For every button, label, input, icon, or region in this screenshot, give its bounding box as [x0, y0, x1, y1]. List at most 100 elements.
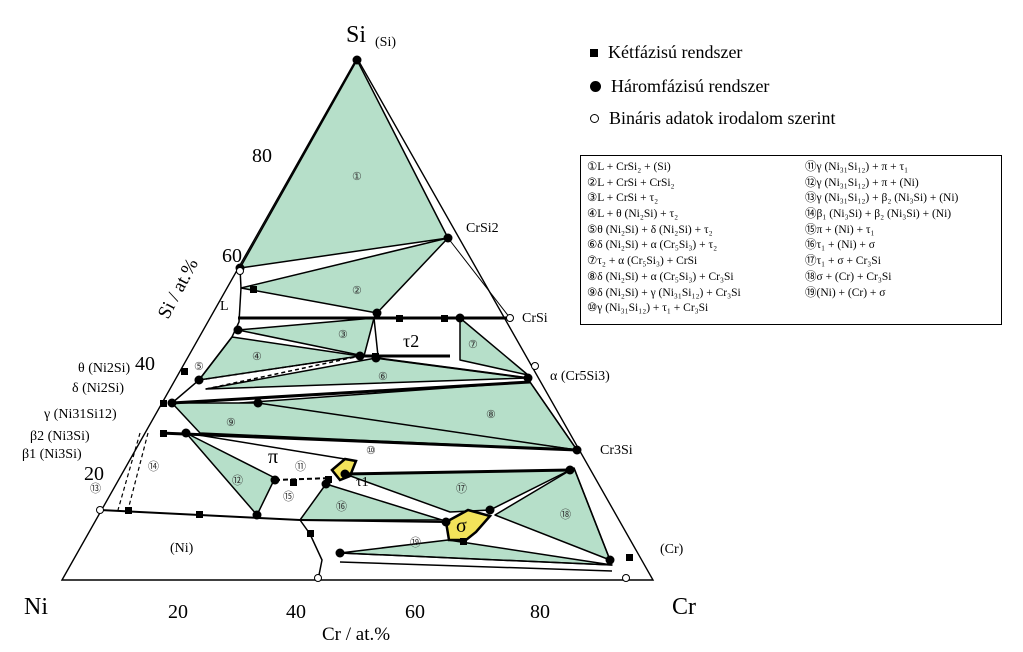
two-phase-points: [125, 286, 633, 561]
bottom-tick-40: 40: [286, 601, 306, 623]
region-number-12: ⑫: [232, 474, 243, 487]
line-delta-tau2b: [205, 355, 361, 390]
point: [396, 315, 403, 322]
point: [196, 511, 203, 518]
point: [250, 286, 257, 293]
label-tau1: τ1: [356, 475, 369, 490]
label-ni-solid: (Ni): [170, 541, 194, 556]
point: [335, 548, 345, 558]
region-number-2: ②: [352, 285, 362, 297]
point: [96, 506, 104, 514]
point: [307, 530, 314, 537]
corner-ni: Ni: [24, 594, 48, 620]
left-tick-60: 60: [222, 245, 242, 267]
point: [160, 430, 167, 437]
region-entry: ④L + θ (Ni₂Si) + τ₂: [587, 208, 679, 221]
line-delta-tau2: [198, 355, 361, 381]
point: [181, 428, 191, 438]
point: [352, 55, 362, 65]
point: [167, 398, 177, 408]
label-pi: π: [268, 446, 278, 468]
region-number-3: ③: [338, 329, 348, 341]
line-delta-a: [171, 380, 531, 405]
label-theta: θ (Ni2Si): [78, 361, 131, 376]
phase-boundaries: [99, 237, 613, 581]
region-3: [237, 317, 375, 357]
region-7: [459, 317, 529, 376]
line-binary-left: [117, 432, 141, 511]
region-number-17: ⑰: [456, 482, 467, 495]
filled-circle-icon: [590, 81, 601, 92]
region-number-14: ⑭: [148, 460, 159, 473]
point: [441, 315, 448, 322]
point: [290, 479, 297, 486]
legend-three-phase: Háromfázisú rendszer: [590, 76, 769, 97]
point: [253, 398, 263, 408]
point: [443, 233, 453, 243]
point: [270, 475, 280, 485]
region-entry: ⑮π + (Ni) + τ₁: [805, 223, 875, 236]
line-tau2-a: [375, 357, 529, 379]
line-gamma-cr3si: [159, 431, 578, 452]
bottom-tick-80: 80: [530, 601, 550, 623]
left-tick-80: 80: [252, 145, 272, 167]
legend-label: Háromfázisú rendszer: [611, 76, 770, 96]
region-number-5: ⑤: [194, 361, 204, 373]
region-entry: ⑥δ (Ni₂Si) + α (Cr₅Si₃) + τ₂: [587, 239, 718, 252]
region-number-19: ⑲: [410, 536, 421, 549]
line-crsi2-crsi: [447, 237, 511, 319]
region-entry: ⑭β₁ (Ni₃Si) + β₂ (Ni₃Si) + (Ni): [805, 208, 952, 221]
region-number-13: ⑬: [90, 482, 101, 495]
point: [340, 469, 350, 479]
point: [572, 445, 582, 455]
left-axis-title: Si / at.%: [154, 255, 203, 322]
region-entry: ⑬γ (Ni₃₁Si₁₂) + β₂ (Ni₃Si) + (Ni): [805, 192, 959, 205]
region-entry: ⑪γ (Ni₃₁Si₁₂) + π + τ₁: [805, 161, 909, 173]
tick-labels: 80 60 40 20 20 40 60 80: [84, 145, 550, 623]
region-number-6: ⑥: [378, 371, 388, 383]
region-12: [185, 432, 276, 516]
point: [325, 476, 332, 483]
left-tick-20: 20: [84, 463, 104, 485]
point: [355, 351, 365, 361]
point: [626, 554, 633, 561]
point: [160, 400, 167, 407]
region-number-15: ⑮: [283, 490, 294, 503]
region-2: [240, 237, 449, 314]
binary-points: [96, 267, 630, 582]
line-3a: [373, 317, 379, 357]
point: [622, 574, 630, 582]
line-pi-tau1: [274, 477, 333, 481]
point: [441, 517, 451, 527]
region-number-4: ④: [252, 351, 262, 363]
region-entry: ⑫γ (Ni₃₁Si₁₂) + π + (Ni): [805, 176, 919, 189]
three-phase-points: [167, 55, 615, 565]
point: [531, 362, 539, 370]
line-cr-boundary2: [339, 561, 613, 572]
line-tau1-cr3si: [344, 468, 571, 476]
bottom-axis-title: Cr / at.%: [322, 624, 390, 645]
point: [372, 308, 382, 318]
bottom-tick-20: 20: [168, 601, 188, 623]
sigma-region: [444, 508, 493, 542]
point: [125, 507, 132, 514]
line-cr-boundary: [339, 552, 613, 566]
point: [485, 505, 495, 515]
corner-cr: Cr: [672, 594, 696, 620]
point: [233, 325, 243, 335]
point: [194, 375, 204, 385]
label-beta2: β2 (Ni3Si): [30, 429, 90, 444]
region-number-7: ⑦: [468, 339, 478, 351]
line-cr3si-a: [529, 381, 578, 451]
region-entry: ①L + CrSi₂ + (Si): [587, 161, 671, 173]
region-entry: ⑦τ₂ + α (Cr₅Si₃) + CrSi: [587, 255, 698, 268]
label-sigma: σ: [456, 515, 467, 537]
point: [181, 368, 188, 375]
region-entry: ⑰τ₁ + σ + Cr₃Si: [805, 255, 881, 268]
region-1: [239, 59, 449, 269]
corner-si: Si: [346, 22, 366, 48]
line-binary-left2: [127, 432, 149, 511]
line-ni-sigma: [299, 519, 447, 523]
line-cr3si-cr: [573, 467, 611, 561]
